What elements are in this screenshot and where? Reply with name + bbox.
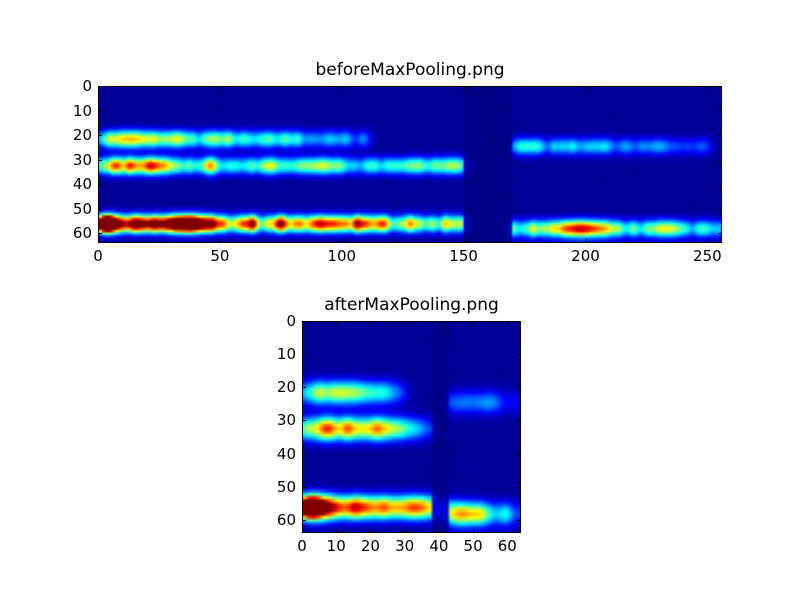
x-tick-mark-top [341,86,343,90]
x-tick-label: 150 [449,247,478,265]
y-tick-mark [98,159,102,161]
x-tick-label: 50 [210,247,230,265]
y-tick-mark [302,420,306,422]
x-tick-label: 60 [497,537,517,555]
y-tick-mark [98,233,102,235]
y-tick-label: 30 [72,150,92,169]
x-tick-mark-top [507,321,509,325]
heatmap-image-before [99,87,721,242]
x-tick-mark [404,529,406,533]
axes-after-max-pooling: afterMaxPooling.png 0 10 20 30 40 50 60 0 10 20 30… [277,296,521,554]
y-tick-mark [302,519,306,521]
x-tick-mark [341,239,343,243]
x-tick-label: 10 [326,537,346,555]
x-tick-mark-top [473,321,475,325]
x-tick-mark-top [302,321,303,325]
y-tick-mark-right [517,486,521,488]
y-tick-label: 50 [72,199,92,218]
x-tick-mark-top [585,86,587,90]
y-tick-mark [302,486,306,488]
x-tick-mark [507,529,509,533]
y-tick-mark [302,354,306,356]
y-tick-mark-right [718,159,722,161]
y-tick-label: 50 [276,477,296,496]
x-tick-mark-top [438,321,440,325]
x-tick-mark [98,239,99,243]
x-tick-label: 100 [327,247,357,265]
y-tick-mark [302,321,306,322]
x-tick-mark [302,529,303,533]
chart-title-before: beforeMaxPooling.png [315,60,505,80]
y-tick-mark-right [517,387,521,389]
y-tick-mark-right [718,135,722,137]
y-tick-mark [98,135,102,137]
x-tick-label: 20 [360,537,380,555]
y-tick-label: 0 [82,77,92,95]
y-tick-label: 10 [276,345,296,364]
y-tick-label: 20 [72,126,92,145]
x-tick-mark-top [98,86,99,90]
y-tick-mark-right [718,86,722,87]
chart-title-after: afterMaxPooling.png [324,295,499,315]
x-tick-label: 30 [395,537,415,555]
y-tick-mark-right [517,420,521,422]
x-tick-mark [370,529,372,533]
x-tick-mark [707,239,709,243]
y-tick-mark-right [517,519,521,521]
y-tick-mark-right [718,208,722,210]
y-tick-label: 40 [276,444,296,463]
y-tick-label: 40 [72,175,92,194]
x-tick-mark [463,239,465,243]
y-tick-mark [98,184,102,186]
heatmap-image-after [303,322,520,532]
y-tick-label: 10 [72,101,92,120]
y-tick-mark [98,208,102,210]
axes-before-max-pooling: beforeMaxPooling.png 0 50 100 150 200 250 0 10 2… [73,61,722,264]
x-tick-label: 50 [463,537,483,555]
x-tick-mark [336,529,338,533]
y-tick-label: 30 [276,411,296,430]
y-tick-label: 20 [276,378,296,397]
x-tick-mark-top [707,86,709,90]
y-tick-mark-right [718,110,722,112]
x-tick-label: 0 [93,247,103,265]
x-tick-mark [219,239,221,243]
heatmap-plot-before [98,86,722,243]
y-tick-mark-right [718,184,722,186]
x-tick-label: 40 [429,537,449,555]
x-tick-mark-top [370,321,372,325]
y-tick-label: 0 [286,312,296,330]
x-tick-mark-top [404,321,406,325]
y-tick-mark-right [517,354,521,356]
x-tick-mark [585,239,587,243]
heatmap-plot-after [302,321,521,533]
x-tick-label: 200 [571,247,600,265]
y-tick-mark [98,110,102,112]
x-tick-mark-top [463,86,465,90]
x-tick-mark-top [219,86,221,90]
y-tick-mark [302,453,306,455]
x-tick-mark [438,529,440,533]
x-tick-label: 0 [297,537,307,555]
y-tick-mark-right [718,233,722,235]
y-tick-mark [98,86,102,87]
y-tick-label: 60 [72,224,92,243]
y-tick-mark-right [517,453,521,455]
x-tick-label: 250 [693,247,722,265]
y-tick-mark [302,387,306,389]
x-tick-mark [473,529,475,533]
y-tick-label: 60 [276,510,296,529]
x-tick-mark-top [336,321,338,325]
y-tick-mark-right [517,321,521,322]
